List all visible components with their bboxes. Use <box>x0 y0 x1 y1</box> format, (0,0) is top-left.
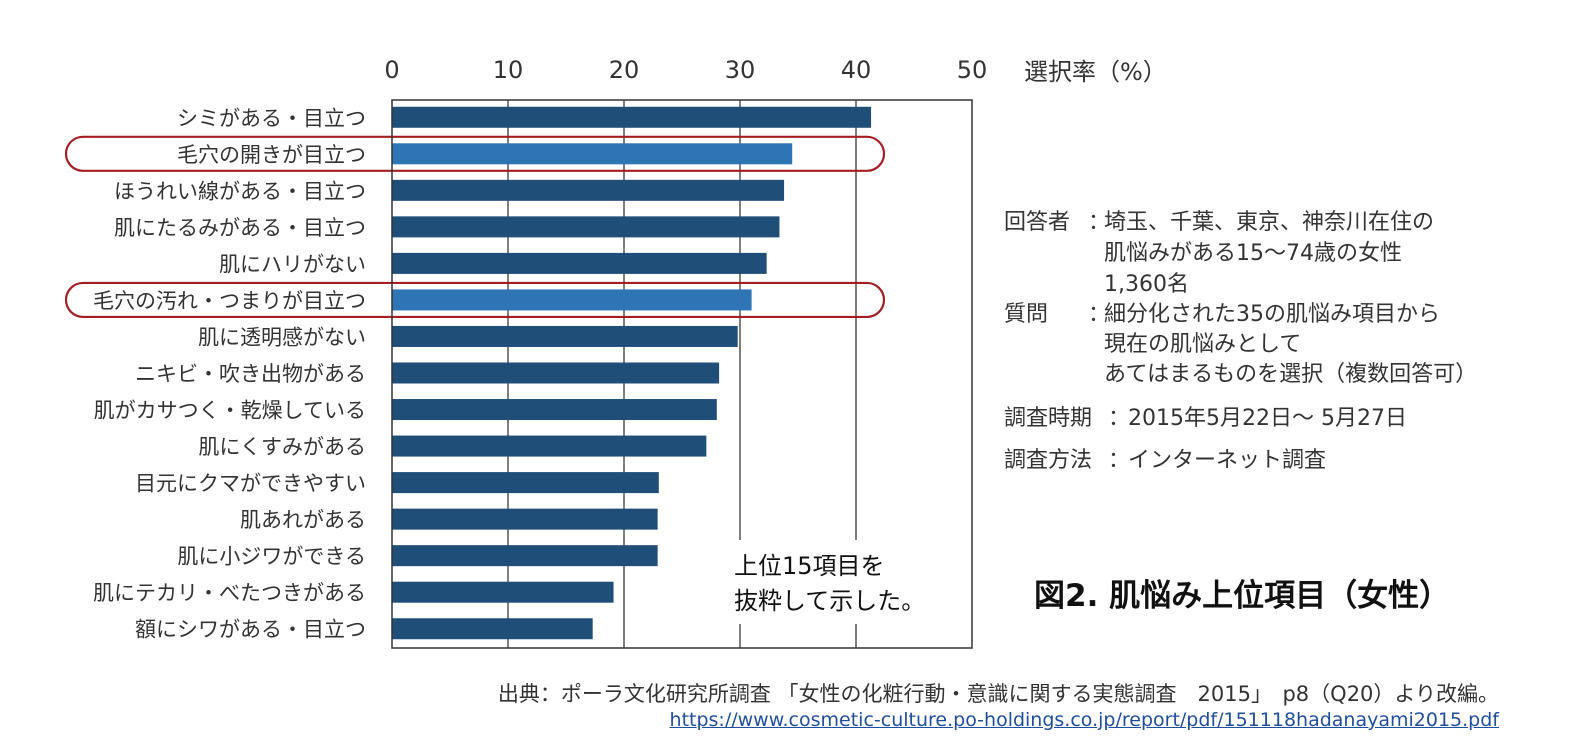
question-line-1: 細分化された35の肌悩み項目から <box>1104 302 1440 327</box>
highlight-outline <box>64 135 886 172</box>
category-label: 毛穴の汚れ・つまりが目立つ <box>93 289 366 313</box>
category-labels: シミがある・目立つ毛穴の開きが目立つほうれい線がある・目立つ肌にたるみがある・目… <box>93 106 366 641</box>
category-label: 肌にたるみがある・目立つ <box>114 216 366 240</box>
category-label: 肌に透明感がない <box>198 325 366 349</box>
bar <box>392 143 793 165</box>
question-label: 質問 <box>1004 302 1049 327</box>
respondent-line-3: 1,360名 <box>1104 272 1189 297</box>
separator: ： <box>1108 406 1131 431</box>
annotation-line-1: 上位15項目を <box>734 552 885 580</box>
x-tick-label: 50 <box>957 56 988 84</box>
highlight-outlines <box>64 135 886 319</box>
bar <box>392 618 593 640</box>
method-value: インターネット調査 <box>1128 448 1327 473</box>
respondent-line-1: 埼玉、千葉、東京、神奈川在住の <box>1104 210 1435 235</box>
x-tick-label: 10 <box>493 56 524 84</box>
separator: ： <box>1088 210 1111 235</box>
period-label: 調査時期 <box>1004 406 1093 431</box>
separator: ： <box>1088 302 1111 327</box>
bar <box>392 179 785 201</box>
bar <box>392 106 872 128</box>
category-label: 肌にテカリ・べたつきがある <box>93 581 366 605</box>
source-url-link[interactable]: https://www.cosmetic-culture.po-holdings… <box>669 709 1499 731</box>
question-line-3: あてはまるものを選択（複数回答可） <box>1104 362 1478 387</box>
bar <box>392 435 707 457</box>
bar <box>392 399 717 421</box>
respondent-label: 回答者 <box>1004 210 1071 235</box>
category-label: 目元にクマができやすい <box>135 472 366 496</box>
bar <box>392 472 659 494</box>
x-tick-label: 30 <box>725 56 756 84</box>
bar <box>392 362 720 384</box>
category-label: 額にシワがある・目立つ <box>135 618 366 642</box>
x-tick-label: 20 <box>609 56 640 84</box>
category-label: 肌にくすみがある <box>198 435 366 459</box>
category-label: 肌がカサつく・乾燥している <box>94 399 366 423</box>
bar <box>392 545 658 567</box>
period-value: 2015年5月22日〜 5月27日 <box>1128 406 1407 431</box>
plot-frame <box>391 99 973 649</box>
separator: ： <box>1108 448 1131 473</box>
bar <box>392 216 780 238</box>
category-label: 肌に小ジワができる <box>177 545 366 569</box>
source-citation: 出典：ポーラ文化研究所調査 「女性の化粧行動・意識に関する実態調査 2015」 … <box>497 682 1499 706</box>
figure-title: 図2. 肌悩み上位項目（女性） <box>1034 578 1451 614</box>
category-label: 毛穴の開きが目立つ <box>177 143 366 167</box>
category-label: シミがある・目立つ <box>177 106 366 130</box>
annotation-background <box>726 540 938 624</box>
x-axis-ticks: 0 10 20 30 40 50 <box>384 56 987 84</box>
category-label: 肌にハリがない <box>219 252 366 276</box>
category-label: 肌あれがある <box>240 508 366 532</box>
bars <box>392 106 872 640</box>
bar <box>392 289 752 311</box>
bar <box>392 581 614 603</box>
respondent-line-2: 肌悩みがある15〜74歳の女性 <box>1104 241 1402 266</box>
category-label: ほうれい線がある・目立つ <box>114 179 366 203</box>
question-line-2: 現在の肌悩みとして <box>1104 332 1302 357</box>
method-label: 調査方法 <box>1004 448 1093 473</box>
x-tick-label: 40 <box>841 56 872 84</box>
bar <box>392 252 767 274</box>
x-tick-label: 0 <box>384 56 399 84</box>
bar <box>392 508 658 530</box>
highlight-outline <box>64 281 886 319</box>
axis-title-area: 選択率（%） <box>1024 58 1167 86</box>
axis-title-text: 選択率（%） <box>1024 58 1167 86</box>
annotation-line-2: 抜粋して示した。 <box>734 587 925 615</box>
category-label: ニキビ・吹き出物がある <box>135 362 366 386</box>
bar <box>392 325 738 347</box>
